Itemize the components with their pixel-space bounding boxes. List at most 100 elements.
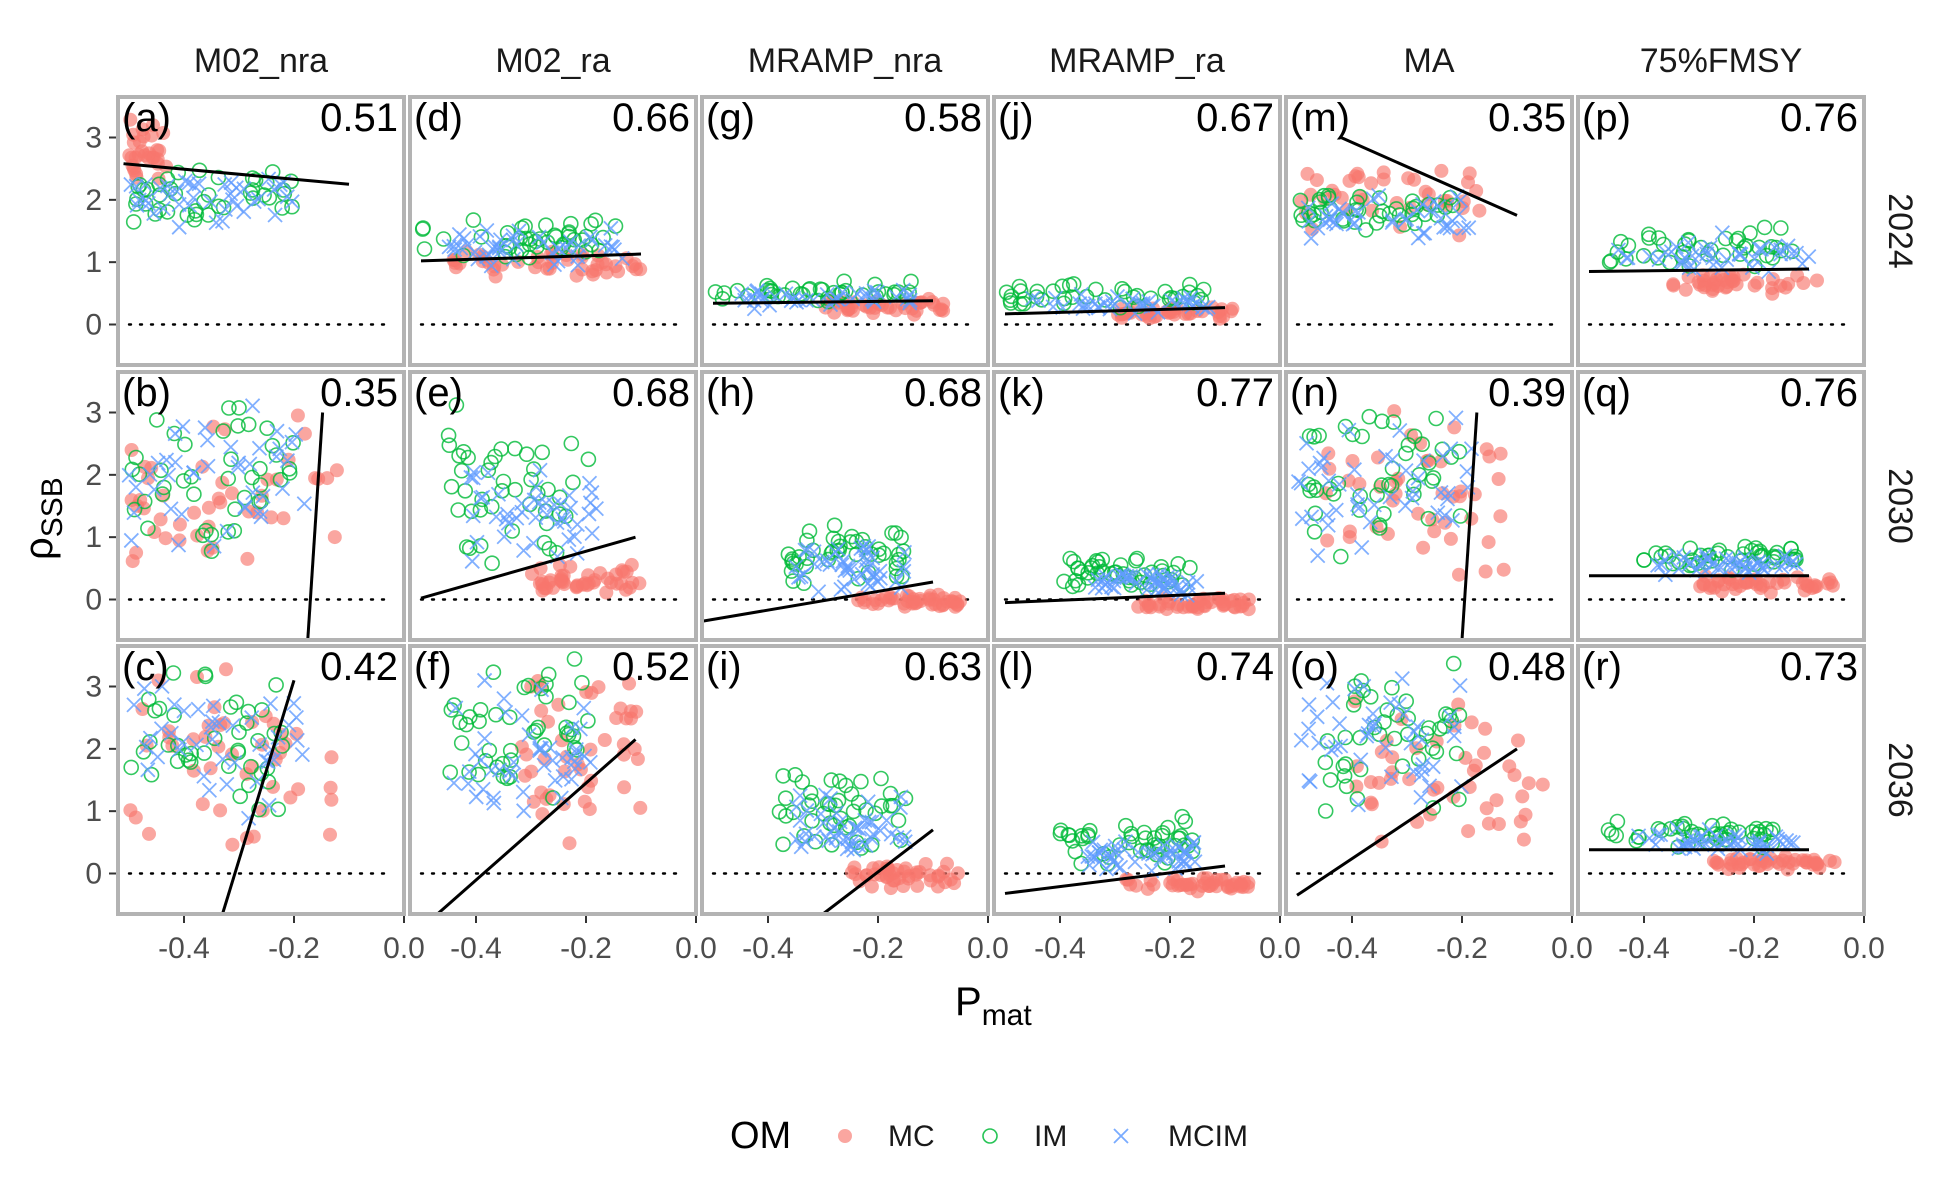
mcim-point [888, 573, 904, 589]
panel-tag: (c) [122, 645, 169, 689]
mcim-point [126, 697, 142, 713]
im-point [561, 694, 577, 711]
mc-point [1824, 575, 1838, 590]
im-point [536, 534, 553, 551]
mcim-point [1365, 706, 1381, 722]
y-tick-label: 0 [85, 583, 102, 616]
mcim-point [515, 542, 532, 559]
im-point [1424, 740, 1441, 757]
panel-tag: (a) [122, 96, 171, 140]
mcim-point [1315, 450, 1332, 466]
panel-background [994, 646, 1280, 914]
panel-border [1284, 644, 1574, 916]
column-label-2: MRAMP_nra [748, 42, 943, 80]
im-point [559, 725, 575, 741]
mcim-point [1333, 738, 1349, 754]
im-point [523, 471, 539, 488]
im-point [1070, 560, 1086, 577]
panel-correlation: 0.68 [612, 371, 690, 415]
mc-point [151, 673, 166, 688]
mcim-point [896, 563, 912, 580]
im-point [1384, 679, 1400, 696]
mc-point [488, 269, 503, 284]
mcim-point [1366, 497, 1382, 513]
panel-tag: (b) [122, 371, 171, 415]
mc-point [907, 307, 922, 322]
im-point [416, 241, 433, 257]
mcim-point [1318, 208, 1334, 224]
mcim-point [810, 584, 827, 600]
im-point [1443, 712, 1459, 729]
mcim-point [1718, 550, 1734, 567]
mc-point [1175, 877, 1190, 892]
mcim-point [829, 291, 845, 307]
x-tick-label: -0.2 [852, 932, 904, 965]
mcim-point [1448, 410, 1464, 426]
mcim-point [1398, 463, 1414, 479]
mcim-point [227, 754, 243, 771]
mcim-point [1138, 567, 1155, 583]
im-point [1112, 299, 1129, 316]
mcim-point [1415, 452, 1432, 469]
im-point [143, 766, 160, 783]
mcim-point [1649, 557, 1666, 573]
mcim-point [1383, 695, 1399, 711]
mcim-point [153, 721, 170, 737]
mc-point [622, 676, 637, 691]
mcim-point [150, 455, 166, 471]
mc-point [1364, 176, 1379, 191]
mcim-point [834, 284, 851, 300]
im-point [1773, 220, 1789, 236]
mcim-point [902, 295, 918, 311]
mcim-point [253, 509, 269, 525]
mcim-point [1414, 732, 1430, 748]
panel-correlation: 0.67 [1196, 96, 1274, 140]
mcim-point [486, 795, 502, 811]
im-point [538, 676, 554, 693]
im-point [1737, 538, 1753, 555]
mc-point [1693, 579, 1708, 594]
mcim-point [1176, 290, 1192, 306]
mcim-point [1669, 820, 1685, 836]
mc-point [926, 592, 941, 607]
mc-point [1350, 166, 1365, 181]
mc-point [632, 576, 647, 591]
mcim-point [1683, 554, 1699, 570]
mcim-point [1301, 213, 1317, 230]
mcim-point [1385, 212, 1401, 229]
mcim-point [563, 500, 579, 516]
im-point [221, 400, 237, 416]
im-point [241, 777, 257, 794]
im-point [1764, 249, 1781, 266]
im-point [888, 560, 905, 577]
im-point [1368, 215, 1385, 231]
panel-correlation: 0.66 [612, 96, 690, 140]
mcim-point [536, 757, 552, 773]
legend-im-marker [982, 1128, 998, 1144]
mcim-point [158, 452, 175, 468]
mcim-point [1751, 835, 1768, 851]
mcim-point [476, 672, 493, 689]
mc-point [1496, 562, 1511, 577]
mcim-point [1430, 505, 1446, 521]
im-point [126, 501, 143, 518]
im-point [580, 712, 596, 729]
mcim-point [272, 441, 288, 457]
mcim-point [1719, 251, 1735, 268]
mcim-point [128, 178, 144, 194]
panel-n: (n) 0.39 [1284, 370, 1574, 642]
column-label-4: MA [1404, 42, 1455, 80]
mcim-point [166, 696, 183, 713]
mcim-point [1086, 849, 1102, 865]
im-point [1118, 817, 1134, 834]
mcim-point [860, 794, 876, 810]
mcim-point [464, 553, 480, 569]
mcim-point [486, 238, 503, 255]
im-point [1129, 550, 1145, 567]
mcim-point [142, 466, 158, 483]
mcim-point [828, 805, 845, 821]
panel-plot-area [1587, 538, 1855, 601]
mcim-point [584, 232, 600, 248]
mcim-point [480, 465, 496, 481]
mc-point [225, 486, 239, 501]
